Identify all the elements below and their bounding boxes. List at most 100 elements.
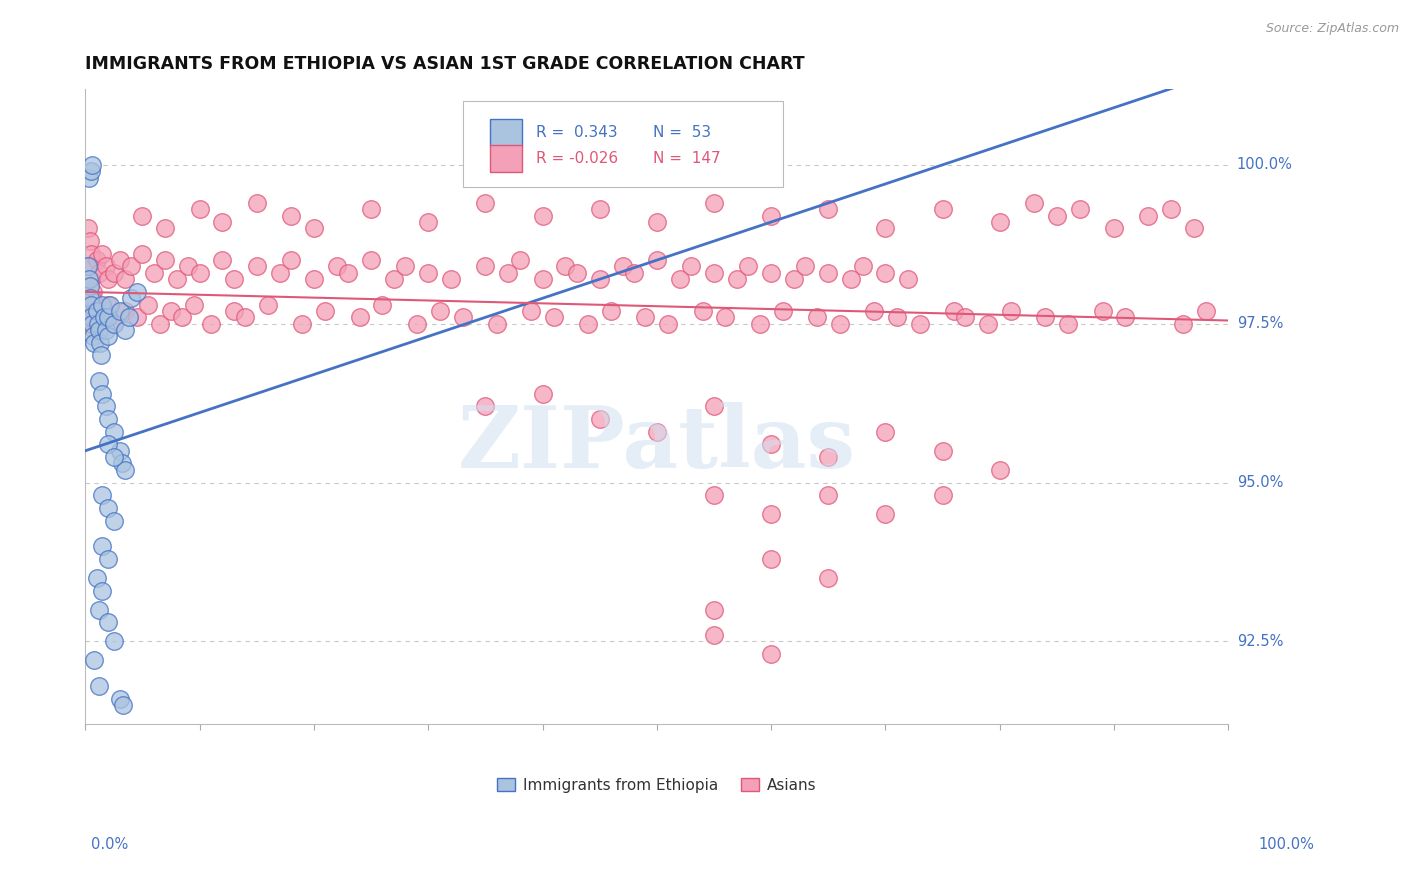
- Point: [77, 260, 100, 274]
- Point: [86, 253, 108, 268]
- Point: [703, 399, 725, 413]
- Point: [645, 425, 668, 439]
- Point: [451, 310, 474, 325]
- Point: [233, 310, 256, 325]
- Point: [759, 508, 782, 522]
- Point: [111, 457, 134, 471]
- Point: [360, 202, 382, 217]
- Point: [703, 196, 725, 211]
- Point: [131, 247, 153, 261]
- Point: [82, 158, 104, 172]
- Point: [76, 260, 98, 274]
- Point: [125, 285, 148, 299]
- Point: [80, 247, 103, 261]
- Point: [600, 304, 623, 318]
- Point: [93, 310, 115, 325]
- Point: [114, 272, 136, 286]
- Point: [80, 164, 103, 178]
- Point: [188, 202, 211, 217]
- Point: [79, 291, 101, 305]
- Point: [474, 399, 496, 413]
- Point: [183, 298, 205, 312]
- Point: [200, 317, 222, 331]
- Point: [576, 317, 599, 331]
- Point: [828, 317, 851, 331]
- Point: [337, 266, 360, 280]
- Point: [94, 323, 117, 337]
- Point: [90, 348, 112, 362]
- Point: [1057, 317, 1080, 331]
- Point: [772, 304, 794, 318]
- Point: [657, 317, 679, 331]
- Point: [1035, 310, 1057, 325]
- Point: [91, 298, 114, 312]
- Point: [94, 399, 117, 413]
- Point: [988, 215, 1011, 229]
- Point: [737, 260, 759, 274]
- Point: [83, 335, 105, 350]
- Point: [474, 196, 496, 211]
- Point: [703, 628, 725, 642]
- Point: [977, 317, 1000, 331]
- Text: 92.5%: 92.5%: [1237, 634, 1284, 648]
- Point: [703, 266, 725, 280]
- Point: [314, 304, 336, 318]
- Point: [91, 488, 114, 502]
- Point: [160, 304, 183, 318]
- Point: [80, 272, 103, 286]
- Point: [1069, 202, 1091, 217]
- Point: [120, 291, 142, 305]
- Point: [623, 266, 645, 280]
- Point: [302, 221, 325, 235]
- Point: [87, 266, 110, 280]
- Point: [100, 298, 122, 312]
- Point: [703, 488, 725, 502]
- Text: N =  53: N = 53: [654, 125, 711, 140]
- Point: [1171, 317, 1194, 331]
- Point: [943, 304, 966, 318]
- Point: [269, 266, 291, 280]
- Point: [103, 634, 125, 648]
- Point: [77, 272, 100, 286]
- Point: [103, 425, 125, 439]
- Point: [114, 304, 136, 318]
- Point: [108, 691, 131, 706]
- Point: [759, 209, 782, 223]
- Point: [111, 698, 134, 712]
- Point: [89, 335, 111, 350]
- Point: [80, 298, 103, 312]
- Point: [1137, 209, 1160, 223]
- Point: [783, 272, 806, 286]
- Point: [863, 304, 886, 318]
- Point: [91, 583, 114, 598]
- Point: [714, 310, 737, 325]
- Point: [82, 291, 104, 305]
- Point: [83, 323, 105, 337]
- Point: [97, 615, 120, 630]
- Point: [125, 310, 148, 325]
- Point: [692, 304, 714, 318]
- Point: [97, 272, 120, 286]
- Point: [565, 266, 588, 280]
- Point: [759, 551, 782, 566]
- Point: [103, 266, 125, 280]
- Point: [1114, 310, 1136, 325]
- Point: [114, 323, 136, 337]
- Point: [531, 209, 554, 223]
- Point: [136, 298, 159, 312]
- Point: [839, 272, 862, 286]
- Text: Source: ZipAtlas.com: Source: ZipAtlas.com: [1265, 22, 1399, 36]
- Point: [634, 310, 657, 325]
- Point: [79, 298, 101, 312]
- Point: [280, 253, 302, 268]
- Point: [118, 310, 141, 325]
- Point: [681, 260, 703, 274]
- Point: [82, 285, 104, 299]
- Point: [82, 317, 104, 331]
- Point: [177, 260, 200, 274]
- Point: [87, 317, 110, 331]
- Point: [291, 317, 314, 331]
- Point: [246, 196, 269, 211]
- Text: 97.5%: 97.5%: [1237, 316, 1284, 331]
- Point: [589, 202, 612, 217]
